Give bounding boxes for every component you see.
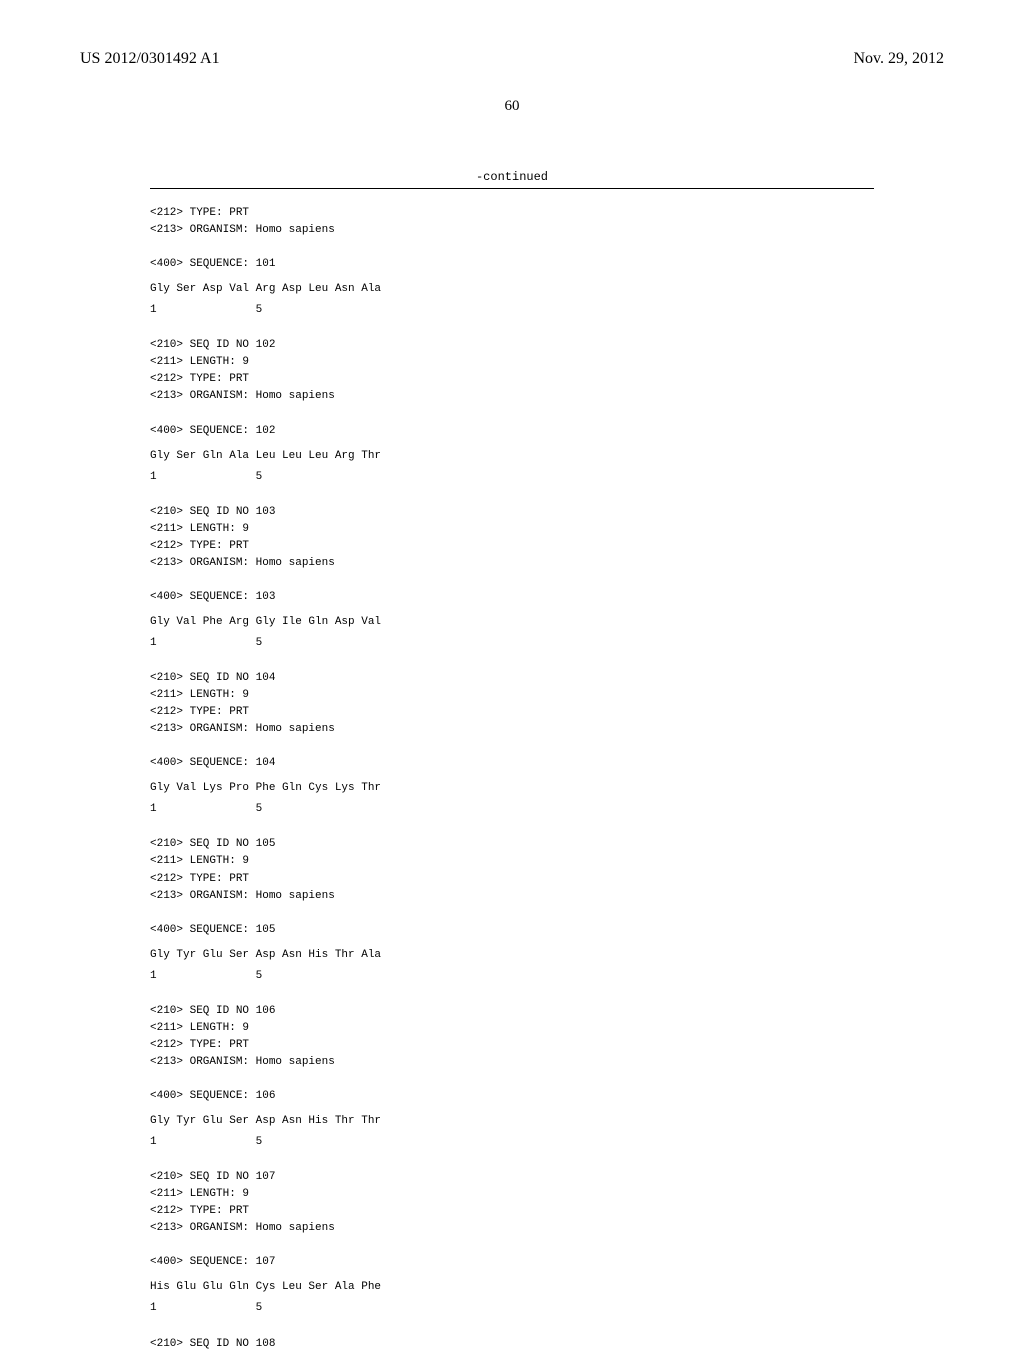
peptide-sequence: Gly Ser Gln Ala Leu Leu Leu Arg Thr — [150, 448, 944, 465]
sequence-header-line: <211> LENGTH: 9 — [150, 1020, 944, 1037]
publication-number: US 2012/0301492 A1 — [80, 50, 220, 68]
sequence-label: <400> SEQUENCE: 107 — [150, 1254, 944, 1271]
sequence-block: <212> TYPE: PRT<213> ORGANISM: Homo sapi… — [150, 205, 944, 319]
position-markers: 1 5 — [150, 1300, 944, 1317]
position-markers: 1 5 — [150, 801, 944, 818]
sequence-header-line: <210> SEQ ID NO 104 — [150, 670, 944, 687]
sequence-block: <210> SEQ ID NO 104<211> LENGTH: 9<212> … — [150, 670, 944, 818]
sequence-block: <210> SEQ ID NO 102<211> LENGTH: 9<212> … — [150, 337, 944, 485]
sequence-header-line: <212> TYPE: PRT — [150, 1037, 944, 1054]
sequence-block: <210> SEQ ID NO 108 — [150, 1336, 944, 1353]
sequence-header-line: <210> SEQ ID NO 107 — [150, 1169, 944, 1186]
position-markers: 1 5 — [150, 1134, 944, 1151]
sequence-header-line: <212> TYPE: PRT — [150, 1203, 944, 1220]
page-header: US 2012/0301492 A1 Nov. 29, 2012 — [80, 50, 944, 68]
sequence-header-line: <212> TYPE: PRT — [150, 538, 944, 555]
sequence-block: <210> SEQ ID NO 107<211> LENGTH: 9<212> … — [150, 1169, 944, 1317]
sequence-header-line: <213> ORGANISM: Homo sapiens — [150, 555, 944, 572]
peptide-sequence: His Glu Glu Gln Cys Leu Ser Ala Phe — [150, 1279, 944, 1296]
peptide-sequence: Gly Ser Asp Val Arg Asp Leu Asn Ala — [150, 281, 944, 298]
sequence-label: <400> SEQUENCE: 102 — [150, 423, 944, 440]
sequence-header-line: <212> TYPE: PRT — [150, 371, 944, 388]
peptide-sequence: Gly Tyr Glu Ser Asp Asn His Thr Ala — [150, 947, 944, 964]
position-markers: 1 5 — [150, 635, 944, 652]
sequence-label: <400> SEQUENCE: 103 — [150, 589, 944, 606]
position-markers: 1 5 — [150, 968, 944, 985]
sequence-header-line: <212> TYPE: PRT — [150, 704, 944, 721]
sequence-header-line: <213> ORGANISM: Homo sapiens — [150, 1220, 944, 1237]
position-markers: 1 5 — [150, 469, 944, 486]
position-markers: 1 5 — [150, 302, 944, 319]
sequence-label: <400> SEQUENCE: 104 — [150, 755, 944, 772]
sequence-block: <210> SEQ ID NO 103<211> LENGTH: 9<212> … — [150, 504, 944, 652]
page-number: 60 — [80, 98, 944, 115]
sequence-header-line: <212> TYPE: PRT — [150, 205, 944, 222]
sequence-label: <400> SEQUENCE: 106 — [150, 1088, 944, 1105]
sequence-block: <210> SEQ ID NO 105<211> LENGTH: 9<212> … — [150, 836, 944, 984]
peptide-sequence: Gly Val Phe Arg Gly Ile Gln Asp Val — [150, 614, 944, 631]
sequence-header-line: <211> LENGTH: 9 — [150, 1186, 944, 1203]
sequence-header-line: <213> ORGANISM: Homo sapiens — [150, 888, 944, 905]
sequence-header-line: <213> ORGANISM: Homo sapiens — [150, 721, 944, 738]
sequence-header-line: <210> SEQ ID NO 103 — [150, 504, 944, 521]
sequence-header-line: <213> ORGANISM: Homo sapiens — [150, 222, 944, 239]
sequence-header-line: <210> SEQ ID NO 102 — [150, 337, 944, 354]
sequence-header-line: <213> ORGANISM: Homo sapiens — [150, 1054, 944, 1071]
publication-date: Nov. 29, 2012 — [853, 50, 944, 68]
peptide-sequence: Gly Val Lys Pro Phe Gln Cys Lys Thr — [150, 780, 944, 797]
sequence-block: <210> SEQ ID NO 106<211> LENGTH: 9<212> … — [150, 1003, 944, 1151]
sequence-header-line: <211> LENGTH: 9 — [150, 687, 944, 704]
sequence-header-line: <211> LENGTH: 9 — [150, 853, 944, 870]
sequence-header-line: <210> SEQ ID NO 108 — [150, 1336, 944, 1353]
sequence-label: <400> SEQUENCE: 101 — [150, 256, 944, 273]
sequence-label: <400> SEQUENCE: 105 — [150, 922, 944, 939]
continued-label: -continued — [150, 170, 874, 189]
sequence-header-line: <211> LENGTH: 9 — [150, 354, 944, 371]
sequence-header-line: <212> TYPE: PRT — [150, 871, 944, 888]
peptide-sequence: Gly Tyr Glu Ser Asp Asn His Thr Thr — [150, 1113, 944, 1130]
sequence-header-line: <213> ORGANISM: Homo sapiens — [150, 388, 944, 405]
sequence-header-line: <210> SEQ ID NO 105 — [150, 836, 944, 853]
sequence-header-line: <211> LENGTH: 9 — [150, 521, 944, 538]
sequence-header-line: <210> SEQ ID NO 106 — [150, 1003, 944, 1020]
sequence-listing: <212> TYPE: PRT<213> ORGANISM: Homo sapi… — [150, 205, 944, 1353]
